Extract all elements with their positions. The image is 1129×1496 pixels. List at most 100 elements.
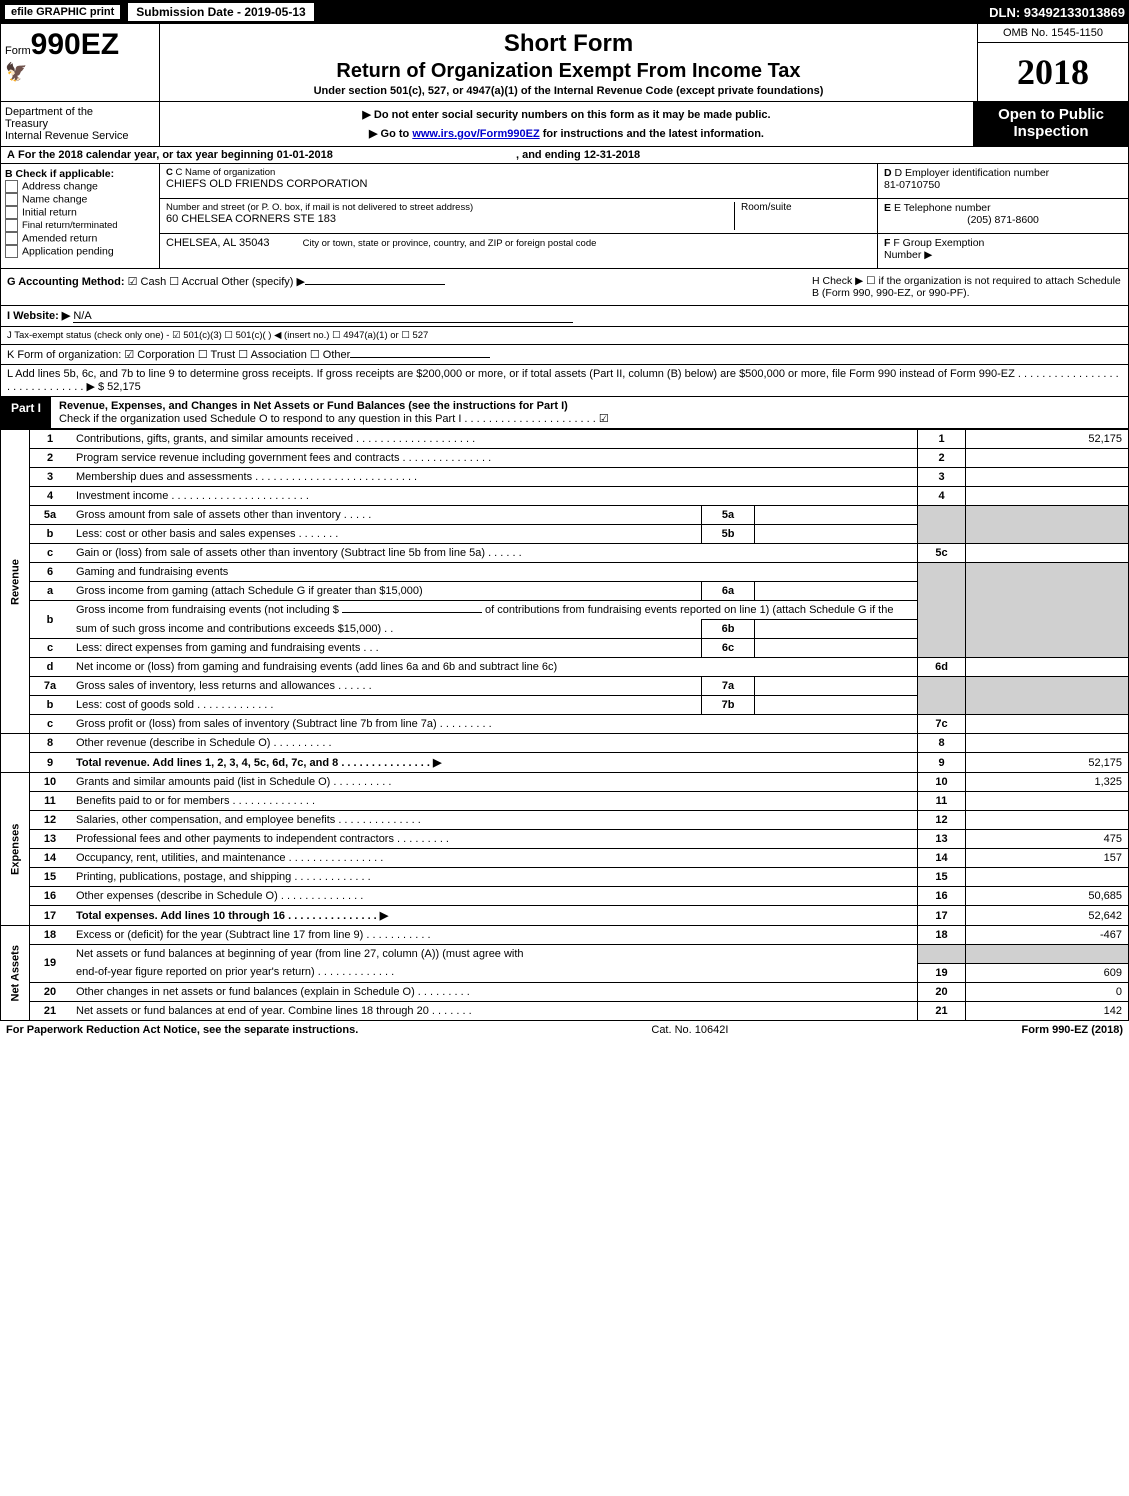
ln21-num: 21 xyxy=(30,1001,71,1020)
ln8-val xyxy=(966,734,1129,753)
ln10-desc: Grants and similar amounts paid (list in… xyxy=(70,773,918,792)
f-group-cell: F F Group Exemption Number ▶ xyxy=(878,234,1128,268)
top-bar: efile GRAPHIC print Submission Date - 20… xyxy=(0,0,1129,24)
ln15-desc: Printing, publications, postage, and shi… xyxy=(70,868,918,887)
footer-left: For Paperwork Reduction Act Notice, see … xyxy=(6,1024,358,1036)
row-2: 2 Program service revenue including gove… xyxy=(1,449,1129,468)
ln5c-box: 5c xyxy=(918,544,966,563)
ln5b-num: b xyxy=(30,525,71,544)
ln6d-val xyxy=(966,658,1129,677)
short-form-heading: Short Form xyxy=(168,30,969,58)
chk-cash[interactable]: ☑ Cash xyxy=(128,276,167,288)
ln2-val xyxy=(966,449,1129,468)
row-11: 11 Benefits paid to or for members . . .… xyxy=(1,792,1129,811)
efile-print-button[interactable]: efile GRAPHIC print xyxy=(4,4,121,20)
dept-instructions: ▶ Do not enter social security numbers o… xyxy=(160,102,973,146)
k-other-blank[interactable] xyxy=(350,357,490,358)
ln7ab-greyval xyxy=(966,677,1129,715)
ln6b-blank[interactable] xyxy=(342,612,482,613)
chk-accrual[interactable]: ☐ Accrual xyxy=(169,276,218,288)
dept-note-2: ▶ Go to www.irs.gov/Form990EZ for instru… xyxy=(166,127,967,140)
ln6d-desc: Net income or (loss) from gaming and fun… xyxy=(70,658,918,677)
ln10-val: 1,325 xyxy=(966,773,1129,792)
ln6d-box: 6d xyxy=(918,658,966,677)
ln17-desc: Total expenses. Add lines 10 through 16 … xyxy=(70,906,918,926)
ln5a-subval xyxy=(755,506,918,525)
form-subtitle: Under section 501(c), 527, or 4947(a)(1)… xyxy=(168,85,969,97)
ln5a-num: 5a xyxy=(30,506,71,525)
ln6c-subval xyxy=(755,639,918,658)
row-10: Expenses 10 Grants and similar amounts p… xyxy=(1,773,1129,792)
irs-gov-link[interactable]: www.irs.gov/Form990EZ xyxy=(412,128,539,140)
ln2-num: 2 xyxy=(30,449,71,468)
e-phone-cell: E E Telephone number (205) 871-8600 xyxy=(878,199,1128,234)
part1-table: Revenue 1 Contributions, gifts, grants, … xyxy=(0,429,1129,1021)
ln6c-desc: Less: direct expenses from gaming and fu… xyxy=(70,639,702,658)
g-other-blank[interactable] xyxy=(305,284,445,285)
ln3-num: 3 xyxy=(30,468,71,487)
row-6: 6 Gaming and fundraising events xyxy=(1,563,1129,582)
chk-address-change-label: Address change xyxy=(22,180,98,192)
dept-label: Department of the Treasury Internal Reve… xyxy=(1,102,160,146)
chk-final-return-label: Final return/terminated xyxy=(22,220,118,231)
form-title-cell: Short Form Return of Organization Exempt… xyxy=(160,24,977,101)
ln7b-desc: Less: cost of goods sold . . . . . . . .… xyxy=(70,696,702,715)
form-header: Form990EZ 🦅 Short Form Return of Organiz… xyxy=(0,24,1129,102)
ln7a-num: 7a xyxy=(30,677,71,696)
b-title: B Check if applicable: xyxy=(5,168,155,180)
website-value: N/A xyxy=(73,310,573,323)
chk-application-pending-label: Application pending xyxy=(22,245,114,257)
ln1-desc: Contributions, gifts, grants, and simila… xyxy=(70,430,918,449)
ln18-num: 18 xyxy=(30,926,71,945)
ln16-num: 16 xyxy=(30,887,71,906)
chk-name-change-label: Name change xyxy=(22,193,87,205)
ln4-desc: Investment income . . . . . . . . . . . … xyxy=(70,487,918,506)
chk-address-change[interactable]: Address change xyxy=(5,180,155,193)
f-label: F F Group Exemption Number ▶ xyxy=(884,237,1122,261)
ln7b-subval xyxy=(755,696,918,715)
dept-note-1: ▶ Do not enter social security numbers o… xyxy=(166,108,967,121)
ln7c-num: c xyxy=(30,715,71,734)
line-a: A For the 2018 calendar year, or tax yea… xyxy=(0,147,1129,164)
ln19-val: 609 xyxy=(966,963,1129,982)
chk-amended-return[interactable]: Amended return xyxy=(5,232,155,245)
check-if-applicable: B Check if applicable: Address change Na… xyxy=(1,164,160,268)
phone-value: (205) 871-8600 xyxy=(884,214,1122,226)
f-label-text: F Group Exemption Number ▶ xyxy=(884,237,984,261)
ln4-val xyxy=(966,487,1129,506)
ln11-num: 11 xyxy=(30,792,71,811)
ln14-box: 14 xyxy=(918,849,966,868)
ln4-box: 4 xyxy=(918,487,966,506)
ln12-val xyxy=(966,811,1129,830)
ln6b-t1: Gross income from fundraising events (no… xyxy=(76,604,342,616)
addr-label: Number and street (or P. O. box, if mail… xyxy=(166,202,734,213)
ln9-box: 9 xyxy=(918,753,966,773)
ln21-box: 21 xyxy=(918,1001,966,1020)
chk-application-pending[interactable]: Application pending xyxy=(5,245,155,258)
footer-right: Form 990-EZ (2018) xyxy=(1022,1024,1123,1036)
org-name-row: C C Name of organization CHIEFS OLD FRIE… xyxy=(160,164,877,199)
ln16-desc: Other expenses (describe in Schedule O) … xyxy=(70,887,918,906)
ln19-greyval xyxy=(966,945,1129,964)
ln13-box: 13 xyxy=(918,830,966,849)
chk-initial-return[interactable]: Initial return xyxy=(5,206,155,219)
row-6d: d Net income or (loss) from gaming and f… xyxy=(1,658,1129,677)
part1-title-text: Revenue, Expenses, and Changes in Net As… xyxy=(59,400,568,412)
chk-final-return[interactable]: Final return/terminated xyxy=(5,219,155,232)
ln1-box: 1 xyxy=(918,430,966,449)
goto-suffix: for instructions and the latest informat… xyxy=(540,128,764,140)
ln7a-sub: 7a xyxy=(702,677,755,696)
ln18-desc: Excess or (deficit) for the year (Subtra… xyxy=(70,926,918,945)
tax-year-end: 12-31-2018 xyxy=(584,149,640,161)
ln18-box: 18 xyxy=(918,926,966,945)
ln15-num: 15 xyxy=(30,868,71,887)
row-18: Net Assets 18 Excess or (deficit) for th… xyxy=(1,926,1129,945)
ln5c-val xyxy=(966,544,1129,563)
ln12-desc: Salaries, other compensation, and employ… xyxy=(70,811,918,830)
form-title: Return of Organization Exempt From Incom… xyxy=(168,60,969,83)
ln15-box: 15 xyxy=(918,868,966,887)
chk-name-change[interactable]: Name change xyxy=(5,193,155,206)
dln: DLN: 93492133013869 xyxy=(989,5,1125,20)
org-name: CHIEFS OLD FRIENDS CORPORATION xyxy=(166,178,871,190)
ln7b-sub: 7b xyxy=(702,696,755,715)
